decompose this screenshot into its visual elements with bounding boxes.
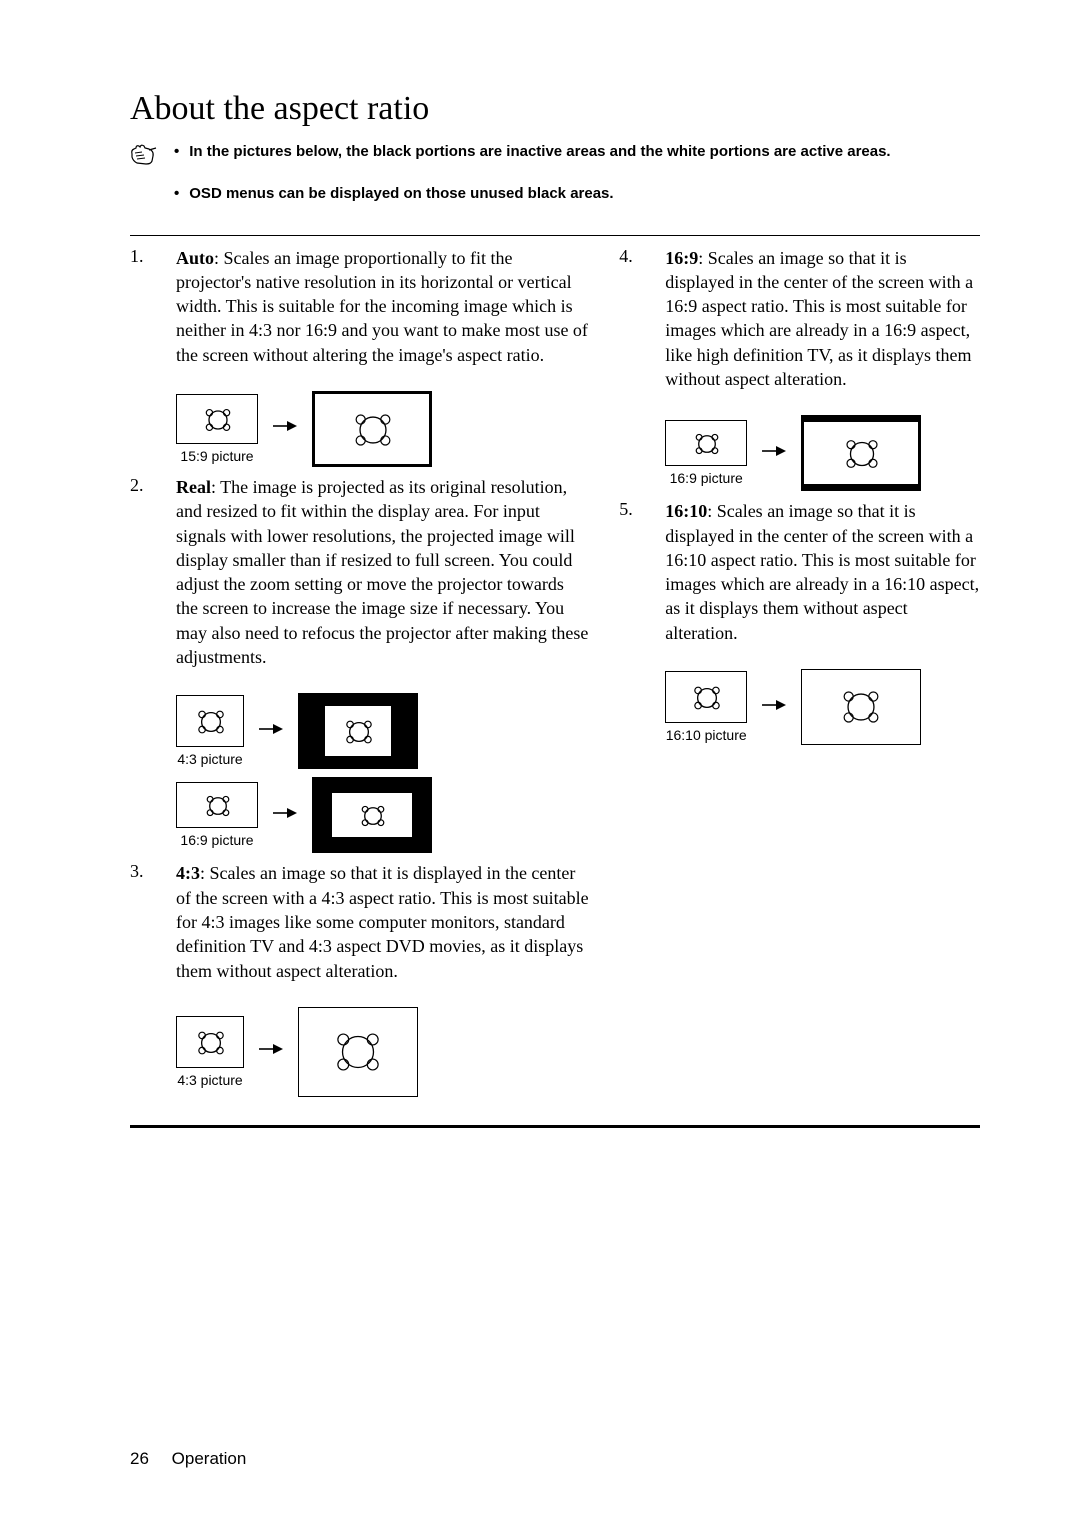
footer-section: Operation — [172, 1449, 247, 1468]
source-picture — [665, 671, 747, 723]
source-label: 4:3 picture — [177, 751, 242, 767]
arrow-icon — [272, 418, 298, 439]
arrow-icon — [761, 697, 787, 718]
source-picture — [176, 1016, 244, 1068]
projected-screen — [312, 777, 432, 853]
arrow-icon — [761, 443, 787, 464]
list-item: 1.Auto: Scales an image proportionally t… — [130, 246, 589, 367]
item-number: 5. — [619, 499, 645, 645]
list-item: 3.4:3: Scales an image so that it is dis… — [130, 861, 589, 982]
aspect-diagram: 16:9 picture — [665, 415, 980, 491]
item-text: : The image is projected as its original… — [176, 477, 588, 667]
item-text: : Scales an image proportionally to fit … — [176, 248, 588, 365]
item-label: Real — [176, 477, 211, 497]
note-text: In the pictures below, the black portion… — [189, 142, 890, 162]
note-block: •In the pictures below, the black portio… — [130, 142, 980, 227]
projected-screen — [298, 693, 418, 769]
item-label: Auto — [176, 248, 214, 268]
diagram-stack: 15:9 picture — [176, 391, 589, 467]
divider — [130, 235, 980, 236]
source-picture — [176, 394, 258, 444]
projected-screen — [801, 669, 921, 745]
content-columns: 1.Auto: Scales an image proportionally t… — [130, 246, 980, 1105]
hand-icon — [130, 144, 160, 166]
source-label: 16:9 picture — [180, 832, 253, 848]
item-label: 4:3 — [176, 863, 200, 883]
projected-screen — [298, 1007, 418, 1097]
item-number: 2. — [130, 475, 156, 669]
aspect-diagram: 16:9 picture — [176, 777, 589, 853]
projected-screen — [312, 391, 432, 467]
aspect-diagram: 15:9 picture — [176, 391, 589, 467]
item-label: 16:9 — [665, 248, 698, 268]
item-body: 4:3: Scales an image so that it is displ… — [176, 861, 589, 982]
aspect-diagram: 4:3 picture — [176, 1007, 589, 1097]
list-item: 4.16:9: Scales an image so that it is di… — [619, 246, 980, 392]
note-list: •In the pictures below, the black portio… — [174, 142, 891, 227]
page-title: About the aspect ratio — [130, 90, 980, 128]
list-item: 5.16:10: Scales an image so that it is d… — [619, 499, 980, 645]
arrow-icon — [258, 1041, 284, 1062]
list-item: 2.Real: The image is projected as its or… — [130, 475, 589, 669]
diagram-stack: 4:3 picture 16:9 picture — [176, 693, 589, 853]
diagram-stack: 16:10 picture — [665, 669, 980, 745]
source-picture — [176, 782, 258, 828]
source-label: 4:3 picture — [177, 1072, 242, 1088]
aspect-diagram: 4:3 picture — [176, 693, 589, 769]
page-footer: 26 Operation — [130, 1449, 246, 1469]
item-number: 1. — [130, 246, 156, 367]
note-text: OSD menus can be displayed on those unus… — [189, 184, 613, 204]
item-text: : Scales an image so that it is displaye… — [665, 501, 979, 642]
arrow-icon — [258, 721, 284, 742]
source-label: 15:9 picture — [180, 448, 253, 464]
arrow-icon — [272, 805, 298, 826]
aspect-diagram: 16:10 picture — [665, 669, 980, 745]
item-text: : Scales an image so that it is displaye… — [176, 863, 589, 980]
item-number: 3. — [130, 861, 156, 982]
item-text: : Scales an image so that it is displaye… — [665, 248, 973, 389]
source-label: 16:10 picture — [666, 727, 747, 743]
page-number: 26 — [130, 1449, 149, 1468]
item-number: 4. — [619, 246, 645, 392]
item-body: Real: The image is projected as its orig… — [176, 475, 589, 669]
diagram-stack: 4:3 picture — [176, 1007, 589, 1097]
source-label: 16:9 picture — [670, 470, 743, 486]
item-body: 16:9: Scales an image so that it is disp… — [665, 246, 980, 392]
source-picture — [665, 420, 747, 466]
divider-bottom — [130, 1125, 980, 1128]
source-picture — [176, 695, 244, 747]
item-label: 16:10 — [665, 501, 707, 521]
projected-screen — [801, 415, 921, 491]
item-body: 16:10: Scales an image so that it is dis… — [665, 499, 980, 645]
diagram-stack: 16:9 picture — [665, 415, 980, 491]
item-body: Auto: Scales an image proportionally to … — [176, 246, 589, 367]
